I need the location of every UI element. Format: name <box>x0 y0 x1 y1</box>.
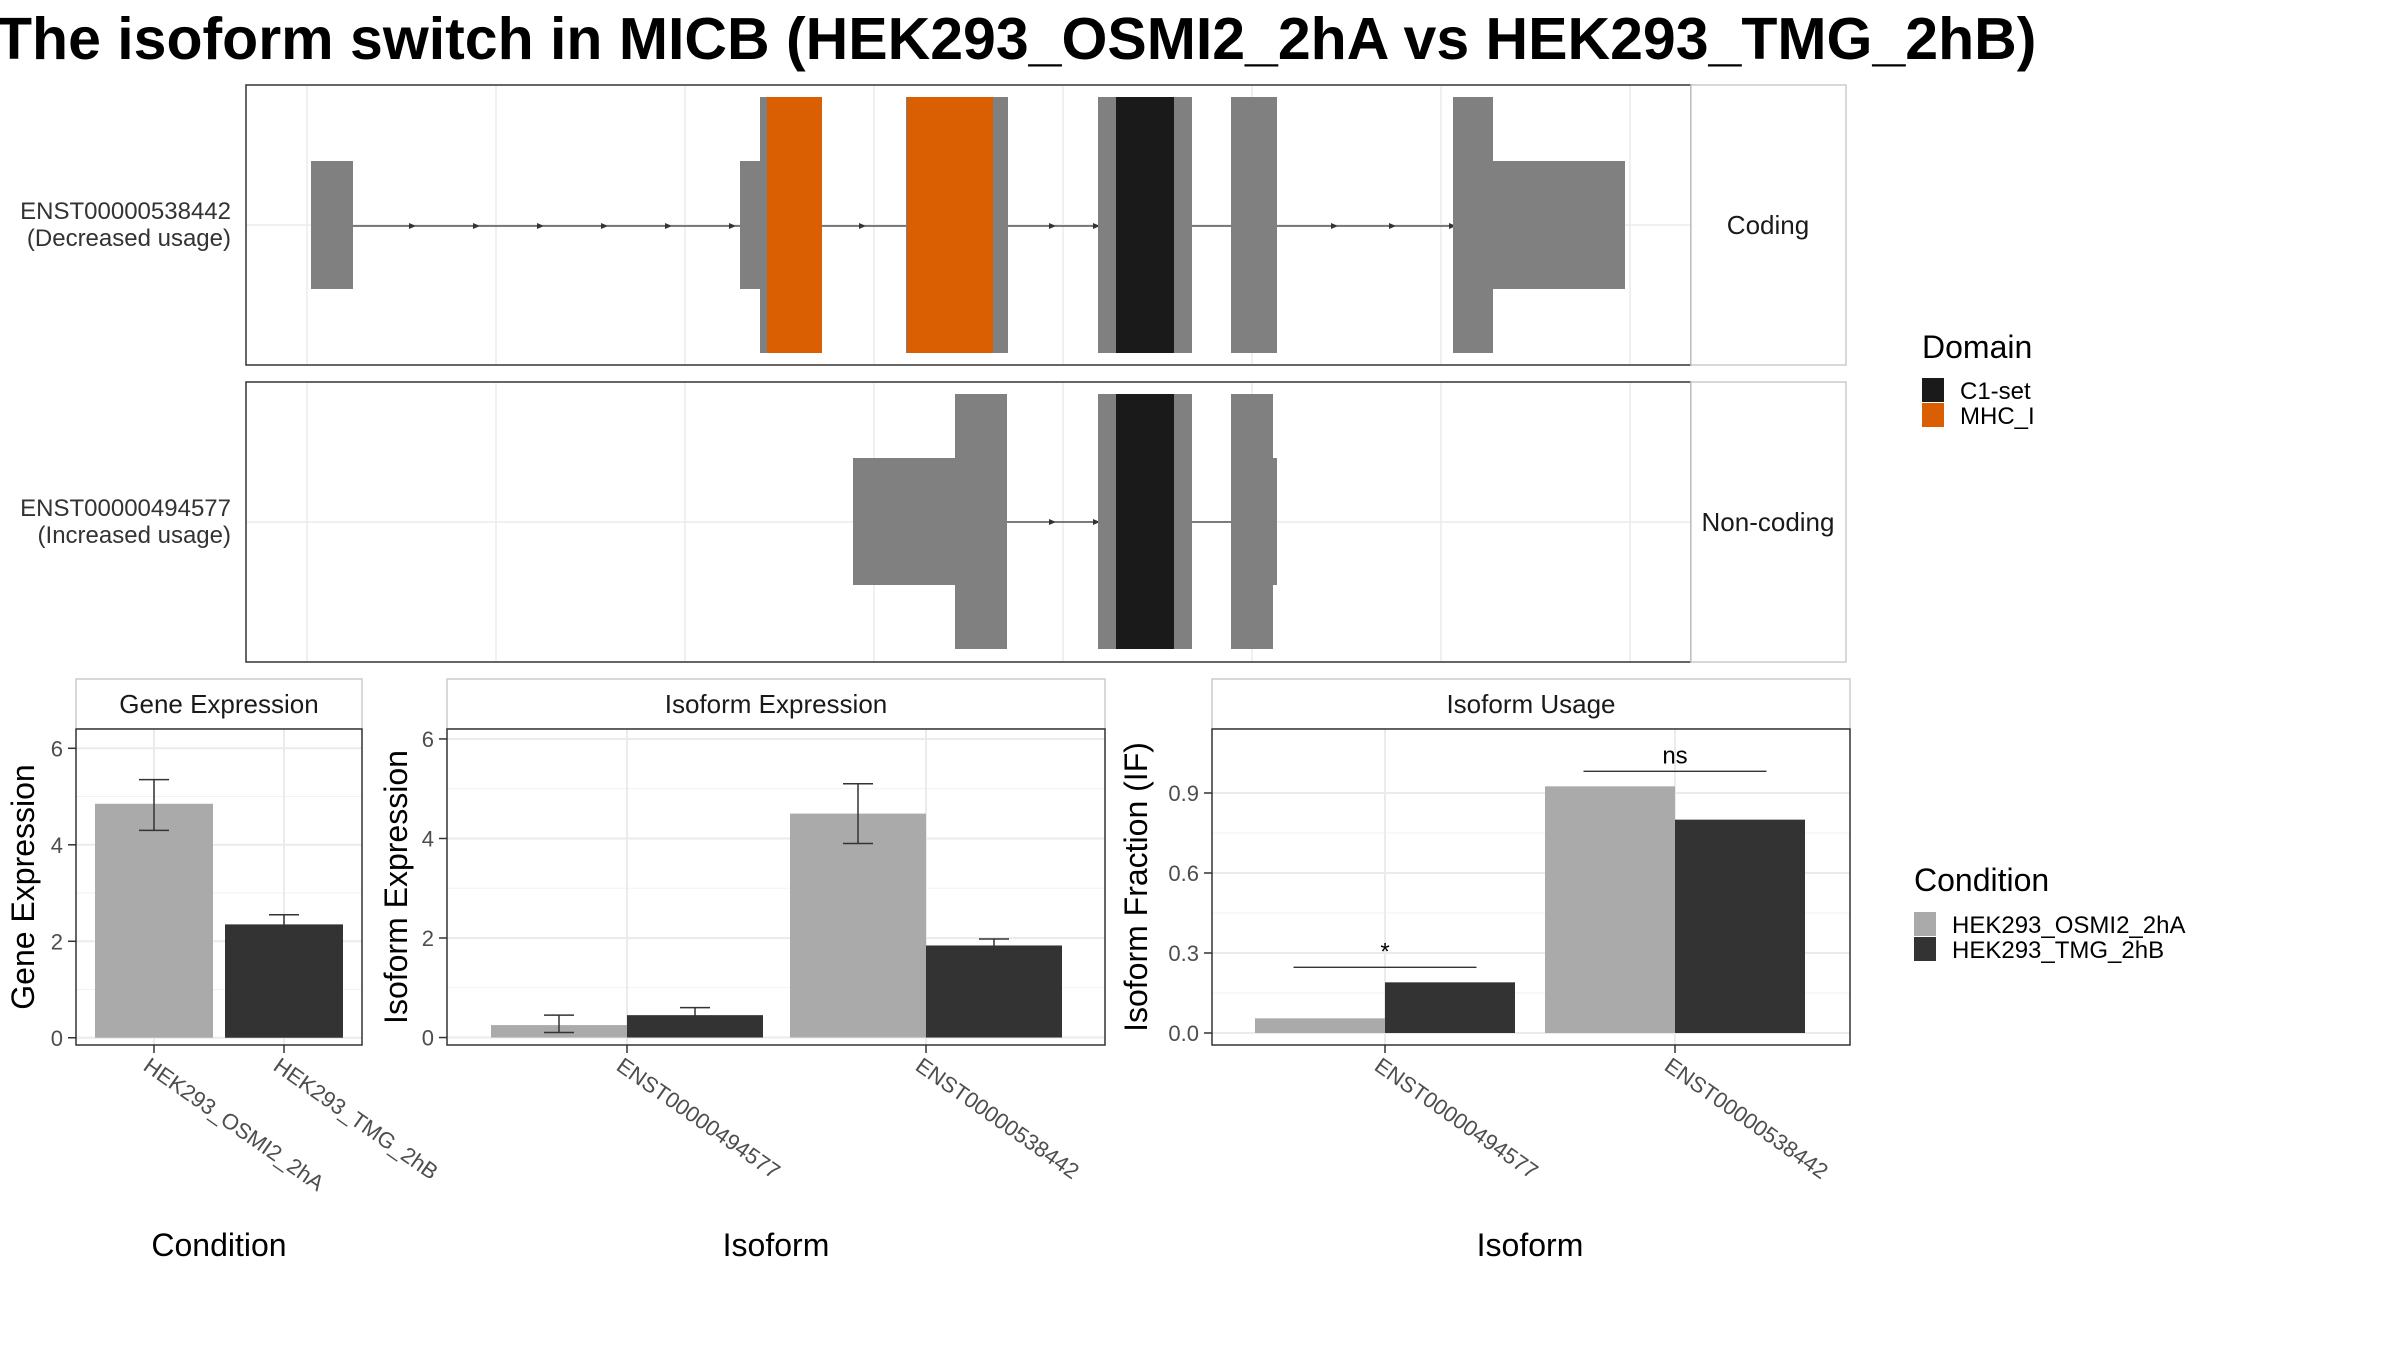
y-tick-label: 0 <box>422 1026 434 1051</box>
coding-strip <box>1690 84 1847 366</box>
coding-intron-arrows <box>409 223 1456 229</box>
c1-set-domain <box>1116 394 1174 649</box>
significance-label: ns <box>1662 742 1687 769</box>
panel-strip <box>446 678 1106 730</box>
y-tick-label: 2 <box>422 926 434 951</box>
isoform-expression-chart: Isoform Expression 0 2 4 6 ENST00000494577 ENS… <box>378 678 1106 1263</box>
y-tick-label: 0 <box>51 1026 63 1051</box>
coding-transcript-id: ENST00000538442 <box>20 198 231 225</box>
noncoding-transcript-status: (Increased usage) <box>38 522 231 549</box>
y-axis-title: Gene Expression <box>5 764 41 1009</box>
coding-transcript-status: (Decreased usage) <box>27 225 231 252</box>
exon <box>1453 97 1493 353</box>
plot-border <box>446 728 1106 1046</box>
exon <box>853 458 955 585</box>
significance-label: * <box>1380 938 1389 965</box>
y-axis-title: Isoform Expression <box>378 750 414 1024</box>
noncoding-domains <box>1116 394 1174 649</box>
y-tick-label: 2 <box>51 929 63 954</box>
domain-legend-title: Domain <box>1922 329 2032 365</box>
x-tick-label: ENST00000494577 <box>1370 1053 1543 1184</box>
transcript-structure-panels: ENST00000538442 (Decreased usage) ENST00… <box>20 84 1847 663</box>
legend-swatch-condition-b <box>1914 937 1936 961</box>
x-tick-label: ENST00000494577 <box>612 1053 785 1184</box>
legend-label-condition-b: HEK293_TMG_2hB <box>1952 937 2164 964</box>
y-tick-label: 0.3 <box>1168 941 1199 966</box>
legend-label-mhc-i: MHC_I <box>1960 403 2035 430</box>
noncoding-intron-arrows <box>1049 519 1100 525</box>
x-tick-label: ENST00000538442 <box>1660 1053 1833 1184</box>
coding-strip-label: Coding <box>1727 210 1809 240</box>
coding-domains <box>767 97 1174 353</box>
y-tick-label: 0.9 <box>1168 781 1199 806</box>
exon <box>311 161 353 289</box>
legend-swatch-mhc-i <box>1922 403 1944 427</box>
y-axis-title: Isoform Fraction (IF) <box>1118 742 1154 1032</box>
exon <box>1493 161 1625 289</box>
y-tick-label: 0.0 <box>1168 1021 1199 1046</box>
panel-strip-label: Isoform Usage <box>1446 689 1615 719</box>
legend-swatch-c1-set <box>1922 378 1944 402</box>
figure-title: The isoform switch in MICB (HEK293_OSMI2… <box>0 6 2036 72</box>
exon <box>740 161 760 289</box>
mhc-i-domain <box>907 97 993 353</box>
c1-set-domain <box>1116 97 1174 353</box>
noncoding-strip <box>1690 381 1847 663</box>
bar <box>1675 819 1805 1033</box>
noncoding-strip-label: Non-coding <box>1702 507 1835 537</box>
condition-legend: Condition HEK293_OSMI2_2hA HEK293_TMG_2h… <box>1914 862 2185 964</box>
legend-label-condition-a: HEK293_OSMI2_2hA <box>1952 912 2185 939</box>
domain-legend: Domain C1-set MHC_I <box>1922 329 2035 430</box>
panel-strip-label: Isoform Expression <box>665 689 888 719</box>
bar <box>95 803 213 1038</box>
condition-legend-title: Condition <box>1914 862 2049 898</box>
panel-strip-label: Gene Expression <box>119 689 318 719</box>
y-tick-label: 4 <box>51 833 63 858</box>
panel-strip <box>75 678 363 730</box>
isoform-usage-chart: Isoform Usage * ns 0.0 0.3 0.6 0.9 ENST00000494… <box>1118 678 1851 1263</box>
bar <box>926 945 1062 1038</box>
legend-swatch-condition-a <box>1914 912 1936 936</box>
exon <box>955 394 1007 649</box>
x-axis-title: Condition <box>151 1227 286 1263</box>
plot-border <box>1211 728 1851 1046</box>
bar <box>790 813 926 1038</box>
bar <box>225 924 343 1038</box>
exon <box>1231 394 1273 649</box>
bar <box>1255 1018 1385 1033</box>
bar <box>1545 786 1675 1033</box>
plot-border <box>75 728 363 1046</box>
x-tick-label: ENST00000538442 <box>911 1053 1084 1184</box>
mhc-i-domain <box>767 97 822 353</box>
x-axis-title: Isoform <box>1477 1227 1584 1263</box>
y-tick-label: 0.6 <box>1168 861 1199 886</box>
y-tick-label: 6 <box>422 727 434 752</box>
bar <box>627 1015 763 1038</box>
y-tick-label: 6 <box>51 736 63 761</box>
y-tick-label: 4 <box>422 826 434 851</box>
exon <box>1273 458 1277 585</box>
exon <box>1231 97 1277 353</box>
bar <box>1385 982 1515 1033</box>
legend-label-c1-set: C1-set <box>1960 378 2031 405</box>
x-axis-title: Isoform <box>723 1227 830 1263</box>
noncoding-transcript-id: ENST00000494577 <box>20 495 231 522</box>
